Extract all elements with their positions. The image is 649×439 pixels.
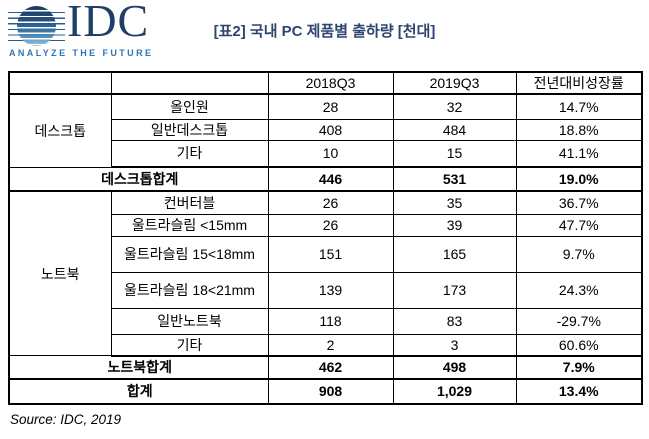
source-note: Source: IDC, 2019 <box>10 412 122 427</box>
cell-total-value: 446 <box>267 166 394 192</box>
row-grand-total: 합계 908 1,029 13.4% <box>8 378 643 404</box>
row-standard-desktop: 일반데스크톱 408 484 18.8% <box>9 118 643 141</box>
cell-value: 14.7% <box>515 93 643 120</box>
cell-total-value: 13.4% <box>515 378 643 404</box>
cell-value: 10 <box>267 139 394 168</box>
cell-value: 139 <box>267 271 394 309</box>
cell-value: 28 <box>267 93 394 120</box>
header-row: 2018Q3 2019Q3 전년대비성장률 <box>8 71 643 95</box>
total-label-notebook: 노트북합계 <box>8 355 269 380</box>
cell-value: 15 <box>392 139 517 168</box>
cell-value: -29.7% <box>515 307 643 335</box>
cell-value: 60.6% <box>515 333 643 357</box>
row-standard-notebook: 일반노트북 118 83 -29.7% <box>9 307 643 335</box>
row-convertible: 노트북 컨버터블 26 35 36.7% <box>8 190 643 356</box>
cell-value: 41.1% <box>515 139 643 168</box>
row-label: 울트라슬림 <15mm <box>110 213 269 237</box>
idc-tagline: ANALYZE THE FUTURE <box>9 48 154 58</box>
idc-globe-icon <box>8 5 65 49</box>
col-header-2019q3: 2019Q3 <box>392 71 517 95</box>
col-header-growth: 전년대비성장률 <box>515 71 643 95</box>
total-label-desktop: 데스크톱합계 <box>8 166 269 192</box>
row-label: 기타 <box>110 333 269 357</box>
col-header-2018q3: 2018Q3 <box>267 71 394 95</box>
cell-total-value: 908 <box>267 378 394 404</box>
cell-value: 165 <box>392 235 517 273</box>
group-label-notebook: 노트북 <box>8 190 112 356</box>
row-label: 일반데스크톱 <box>110 118 269 141</box>
row-ultraslim-15: 울트라슬림 <15mm 26 39 47.7% <box>9 213 643 237</box>
row-desktop-total: 데스크톱합계 446 531 19.0% <box>8 166 643 192</box>
cell-total-value: 1,029 <box>392 378 517 404</box>
group-label-desktop: 데스크톱 <box>8 93 112 168</box>
cell-value: 83 <box>392 307 517 335</box>
cell-value: 47.7% <box>515 213 643 237</box>
row-ultraslim-18-21: 울트라슬림 18<21mm 139 173 24.3% <box>9 271 643 309</box>
cell-value: 35 <box>392 190 517 215</box>
table-title: [표2] 국내 PC 제품별 출하량 [천대] <box>213 23 436 40</box>
cell-value: 39 <box>392 213 517 237</box>
idc-logo: IDC ANALYZE THE FUTURE <box>8 0 168 59</box>
row-allinone: 데스크톱 올인원 28 32 14.7% <box>8 93 643 168</box>
cell-value: 151 <box>267 235 394 273</box>
row-label: 울트라슬림 18<21mm <box>110 271 269 309</box>
globe-sphere <box>17 6 56 46</box>
header-empty-category <box>110 71 269 95</box>
header-empty-group <box>8 71 112 95</box>
cell-total-value: 19.0% <box>515 166 643 192</box>
row-desktop-other: 기타 10 15 41.1% <box>9 139 643 168</box>
row-label: 울트라슬림 15<18mm <box>110 235 269 273</box>
row-label: 기타 <box>110 139 269 168</box>
cell-value: 9.7% <box>515 235 643 273</box>
cell-value: 173 <box>392 271 517 309</box>
row-notebook-other: 기타 2 3 60.6% <box>9 333 643 357</box>
cell-value: 3 <box>392 333 517 357</box>
row-notebook-total: 노트북합계 462 498 7.9% <box>8 355 643 380</box>
cell-value: 32 <box>392 93 517 120</box>
row-label: 일반노트북 <box>110 307 269 335</box>
cell-value: 2 <box>267 333 394 357</box>
grand-total-label: 합계 <box>8 378 269 404</box>
row-label: 올인원 <box>110 93 269 120</box>
cell-value: 36.7% <box>515 190 643 215</box>
cell-total-value: 531 <box>392 166 517 192</box>
cell-value: 118 <box>267 307 394 335</box>
cell-value: 24.3% <box>515 271 643 309</box>
cell-total-value: 7.9% <box>515 355 643 380</box>
cell-total-value: 498 <box>392 355 517 380</box>
cell-value: 18.8% <box>515 118 643 141</box>
cell-value: 408 <box>267 118 394 141</box>
cell-value: 484 <box>392 118 517 141</box>
idc-wordmark: IDC <box>67 0 150 46</box>
row-label: 컨버터블 <box>110 190 269 215</box>
cell-value: 26 <box>267 213 394 237</box>
shipments-table: 2018Q3 2019Q3 전년대비성장률 데스크톱 올인원 28 32 14.… <box>8 71 643 405</box>
cell-value: 26 <box>267 190 394 215</box>
cell-total-value: 462 <box>267 355 394 380</box>
